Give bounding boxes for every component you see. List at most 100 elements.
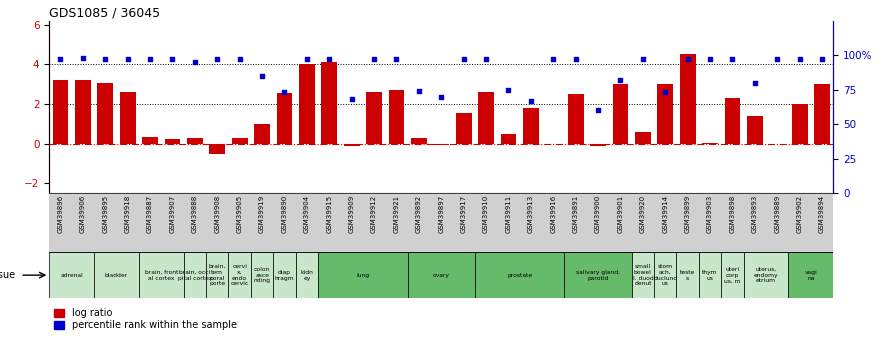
Text: colon
asce
nding: colon asce nding (254, 267, 271, 284)
Bar (434, 144, 449, 145)
Bar (206, 252, 228, 298)
Point (390, 57, 404, 62)
Text: cervi
x,
endo
cervic: cervi x, endo cervic (230, 264, 249, 286)
Bar (94, 252, 139, 298)
Point (793, 57, 807, 62)
Point (547, 57, 561, 62)
Point (54, 57, 68, 62)
Text: GSM39899: GSM39899 (685, 195, 691, 233)
Bar (632, 252, 654, 298)
Point (636, 57, 650, 62)
Bar (564, 252, 632, 298)
Text: small
bowel
l. duod
denut: small bowel l. duod denut (633, 264, 653, 286)
Text: brain,
tem
poral
porte: brain, tem poral porte (209, 264, 226, 286)
Bar (53, 80, 68, 144)
Bar (699, 252, 721, 298)
Bar (676, 252, 699, 298)
Text: GSM39893: GSM39893 (752, 195, 758, 233)
Text: GSM39917: GSM39917 (461, 195, 467, 233)
Text: GSM39907: GSM39907 (169, 195, 176, 233)
Bar (635, 132, 650, 144)
Bar (75, 80, 90, 144)
Point (188, 59, 202, 65)
Point (815, 57, 830, 62)
Text: ovary: ovary (433, 273, 450, 278)
Text: uterus,
endomy
etrium: uterus, endomy etrium (754, 267, 779, 284)
Text: GSM39906: GSM39906 (80, 195, 86, 233)
Text: GSM39919: GSM39919 (259, 195, 265, 233)
Point (659, 90, 673, 95)
Text: lung: lung (357, 273, 369, 278)
Bar (654, 252, 676, 298)
Bar (788, 252, 833, 298)
Bar (546, 144, 561, 145)
Bar (568, 94, 583, 144)
Point (479, 57, 494, 62)
Bar (120, 92, 135, 144)
Bar (49, 252, 94, 298)
Text: GSM39905: GSM39905 (237, 195, 243, 233)
Point (502, 87, 516, 92)
Legend: log ratio, percentile rank within the sample: log ratio, percentile rank within the sa… (54, 308, 237, 331)
Point (614, 77, 628, 83)
Point (748, 80, 762, 86)
Bar (411, 138, 426, 144)
Bar (613, 84, 628, 144)
Bar (814, 84, 830, 144)
Point (323, 57, 337, 62)
Text: teste
s: teste s (680, 270, 695, 280)
Point (591, 108, 606, 113)
Point (345, 97, 359, 102)
Text: GSM39889: GSM39889 (774, 195, 780, 233)
Bar (296, 252, 318, 298)
Bar (273, 252, 296, 298)
Bar (187, 138, 202, 144)
Text: GSM39914: GSM39914 (662, 195, 668, 233)
Text: GSM39920: GSM39920 (640, 195, 646, 233)
Bar (792, 104, 807, 144)
Bar (318, 252, 408, 298)
Text: GSM39892: GSM39892 (416, 195, 422, 233)
Text: GSM39902: GSM39902 (797, 195, 803, 233)
Text: GSM39898: GSM39898 (729, 195, 736, 233)
Point (412, 88, 426, 94)
Text: GSM39911: GSM39911 (505, 195, 512, 233)
Text: thym
us: thym us (702, 270, 718, 280)
Bar (251, 252, 273, 298)
Text: GSM39912: GSM39912 (371, 195, 377, 233)
Text: GSM39897: GSM39897 (438, 195, 444, 233)
Text: brain, occi
pital cortex: brain, occi pital cortex (177, 270, 212, 280)
Bar (523, 108, 538, 144)
Bar (725, 98, 740, 144)
Text: stom
ach,
duclund
us: stom ach, duclund us (653, 264, 677, 286)
Bar (322, 62, 337, 144)
Text: GSM39921: GSM39921 (393, 195, 400, 233)
Bar (139, 252, 184, 298)
Bar (408, 252, 475, 298)
Point (76, 55, 90, 61)
Text: bladder: bladder (105, 273, 128, 278)
Text: brain, front
al cortex: brain, front al cortex (144, 270, 178, 280)
Text: adrenal: adrenal (60, 273, 83, 278)
Text: GSM39910: GSM39910 (483, 195, 489, 233)
Text: prostate: prostate (507, 273, 532, 278)
Bar (232, 138, 247, 144)
Text: GSM39895: GSM39895 (102, 195, 108, 233)
Bar (366, 92, 382, 144)
Text: GSM39890: GSM39890 (281, 195, 288, 233)
Text: GSM39915: GSM39915 (326, 195, 332, 233)
Point (278, 90, 292, 95)
Bar (299, 64, 314, 144)
Bar (456, 113, 471, 144)
Point (703, 57, 718, 62)
Point (143, 57, 158, 62)
Text: GSM39896: GSM39896 (57, 195, 64, 233)
Point (255, 73, 270, 79)
Text: diap
hragm: diap hragm (275, 270, 294, 280)
Point (524, 98, 538, 104)
Point (121, 57, 135, 62)
Point (233, 57, 247, 62)
Bar (277, 93, 292, 144)
Bar (344, 144, 359, 146)
Text: GSM39908: GSM39908 (214, 195, 220, 233)
